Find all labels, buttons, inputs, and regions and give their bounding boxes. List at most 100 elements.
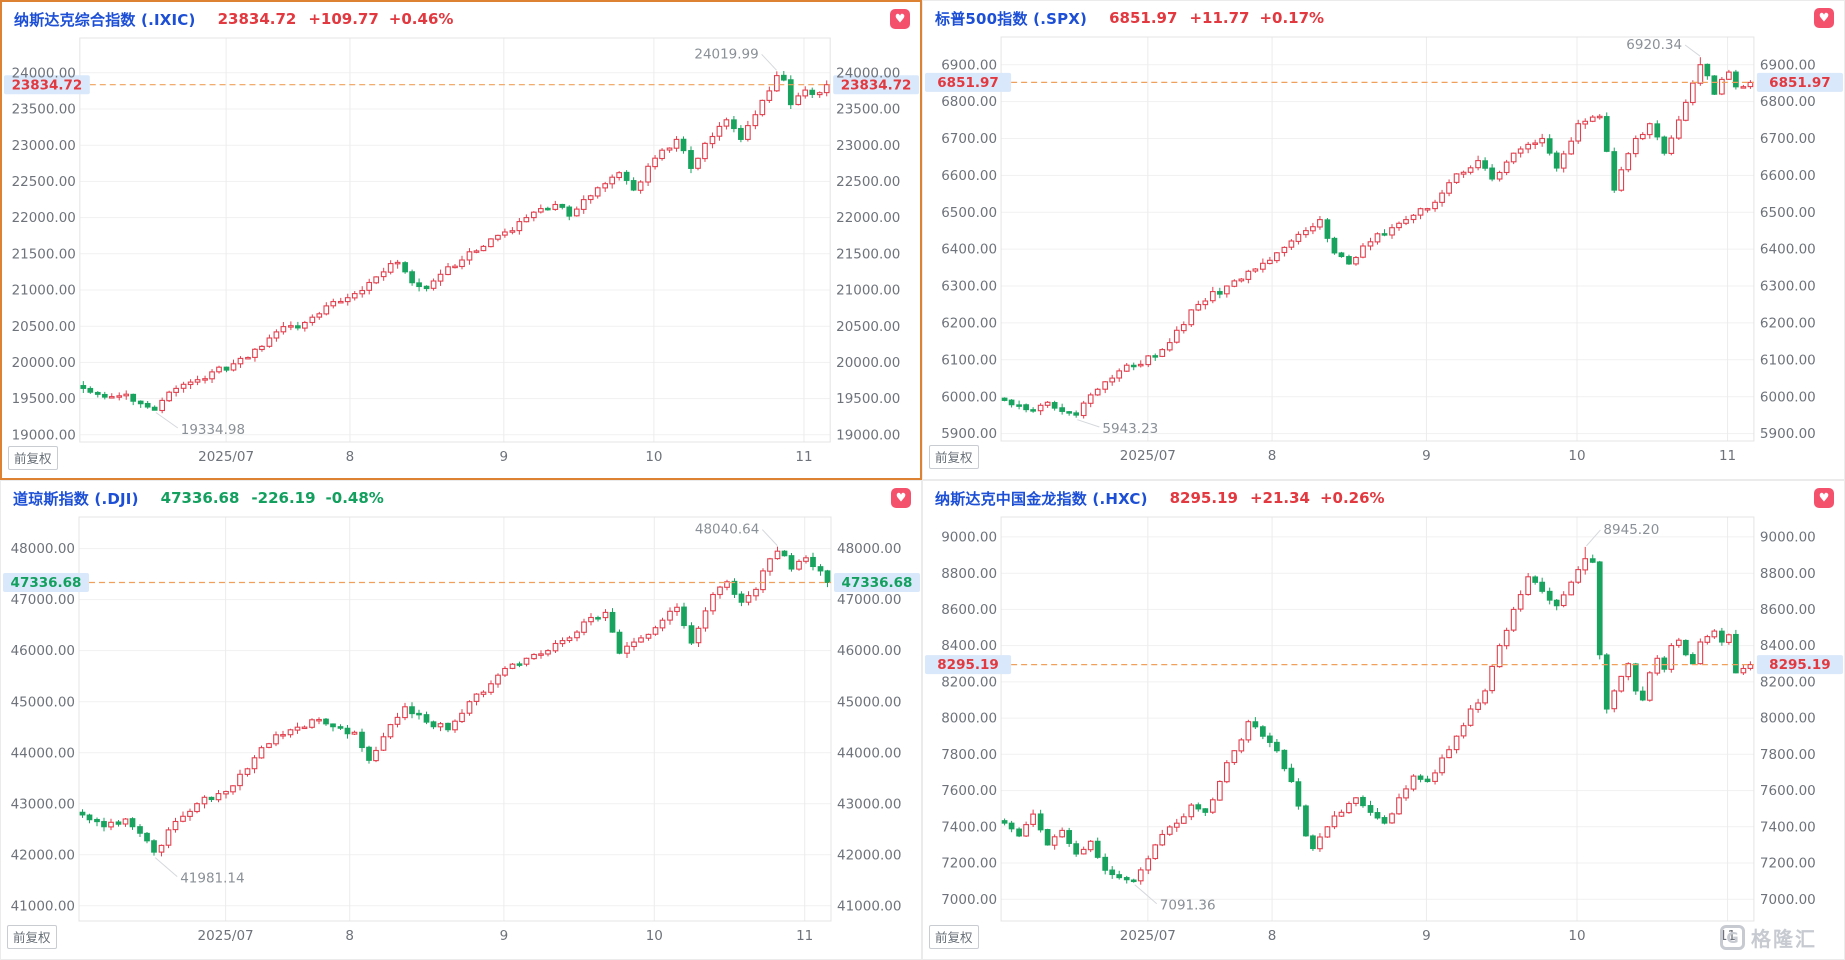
svg-text:8295.19: 8295.19 <box>937 657 999 673</box>
panel-header: 道琼斯指数 (.DJI) 47336.68 -226.19 -0.48% ♥ <box>1 481 921 515</box>
candlestick-chart[interactable]: 6851.97 6851.97 6920.34 5943.23 6900.00 6900.… <box>923 35 1844 479</box>
svg-text:8800.00: 8800.00 <box>1760 566 1816 582</box>
svg-text:21000.00: 21000.00 <box>836 283 900 299</box>
favorite-button[interactable]: ♥ <box>1814 8 1834 28</box>
svg-text:6900.00: 6900.00 <box>1760 57 1816 73</box>
svg-text:8800.00: 8800.00 <box>941 566 997 582</box>
svg-text:8200.00: 8200.00 <box>941 675 997 691</box>
svg-text:6500.00: 6500.00 <box>941 205 997 221</box>
svg-text:5900.00: 5900.00 <box>941 426 997 442</box>
adjust-mode-label[interactable]: 前复权 <box>929 445 979 469</box>
svg-text:21500.00: 21500.00 <box>836 246 900 262</box>
index-panel-ixic: 纳斯达克综合指数 (.IXIC) 23834.72 +109.77 +0.46%… <box>0 0 922 480</box>
svg-text:8400.00: 8400.00 <box>941 638 997 654</box>
svg-text:47336.68: 47336.68 <box>11 575 82 591</box>
svg-text:6800.00: 6800.00 <box>1760 94 1816 110</box>
svg-text:22500.00: 22500.00 <box>12 174 76 190</box>
favorite-button[interactable]: ♥ <box>1814 488 1834 508</box>
svg-text:6600.00: 6600.00 <box>941 168 997 184</box>
svg-text:8: 8 <box>1268 928 1277 944</box>
svg-text:21000.00: 21000.00 <box>12 283 76 299</box>
svg-text:6300.00: 6300.00 <box>1760 279 1816 295</box>
svg-text:22000.00: 22000.00 <box>12 210 76 226</box>
svg-text:11: 11 <box>796 928 813 944</box>
svg-text:8600.00: 8600.00 <box>1760 602 1816 618</box>
svg-text:11: 11 <box>1719 448 1736 464</box>
svg-text:20500.00: 20500.00 <box>836 319 900 335</box>
chart-area: 6851.97 6851.97 6920.34 5943.23 6900.00 6900.… <box>923 35 1844 479</box>
svg-text:19500.00: 19500.00 <box>12 391 76 407</box>
svg-text:19334.98: 19334.98 <box>181 422 245 438</box>
svg-text:9: 9 <box>1422 928 1431 944</box>
index-change: +21.34 <box>1249 489 1310 507</box>
candlestick-chart[interactable]: 8295.19 8295.19 8945.20 7091.36 9000.00 9000.… <box>923 515 1844 959</box>
svg-text:22000.00: 22000.00 <box>836 210 900 226</box>
svg-text:6300.00: 6300.00 <box>941 279 997 295</box>
svg-text:24000.00: 24000.00 <box>12 65 76 81</box>
adjust-mode-label[interactable]: 前复权 <box>929 925 979 949</box>
svg-text:6400.00: 6400.00 <box>941 242 997 258</box>
svg-text:47336.68: 47336.68 <box>842 575 913 591</box>
panel-header: 标普500指数 (.SPX) 6851.97 +11.77 +0.17% ♥ <box>923 1 1844 35</box>
svg-text:8000.00: 8000.00 <box>1760 711 1816 727</box>
svg-text:9000.00: 9000.00 <box>1760 530 1816 546</box>
index-price: 8295.19 <box>1169 489 1238 507</box>
index-change: -226.19 <box>251 489 316 507</box>
index-panel-hxc: 纳斯达克中国金龙指数 (.HXC) 8295.19 +21.34 +0.26% … <box>922 480 1845 960</box>
svg-text:10: 10 <box>1568 928 1585 944</box>
favorite-button[interactable]: ♥ <box>891 488 911 508</box>
svg-text:2025/07: 2025/07 <box>1120 928 1176 944</box>
candlestick-chart[interactable]: 47336.68 47336.68 48040.64 41981.14 48000.00… <box>1 515 921 959</box>
svg-text:7091.36: 7091.36 <box>1160 898 1216 914</box>
svg-text:10: 10 <box>646 928 663 944</box>
candlestick-chart[interactable]: 23834.72 23834.72 24019.99 19334.98 24000.00… <box>2 36 920 480</box>
svg-text:48000.00: 48000.00 <box>11 541 75 557</box>
svg-text:2025/07: 2025/07 <box>198 928 254 944</box>
svg-text:6500.00: 6500.00 <box>1760 205 1816 221</box>
svg-text:21500.00: 21500.00 <box>12 246 76 262</box>
index-title: 道琼斯指数 (.DJI) <box>13 489 139 508</box>
heart-icon: ♥ <box>1818 10 1830 25</box>
index-title: 纳斯达克中国金龙指数 (.HXC) <box>935 489 1148 508</box>
svg-text:23834.72: 23834.72 <box>841 77 912 93</box>
svg-text:8400.00: 8400.00 <box>1760 638 1816 654</box>
favorite-button[interactable]: ♥ <box>890 9 910 29</box>
heart-icon: ♥ <box>1818 490 1830 505</box>
svg-text:6700.00: 6700.00 <box>941 131 997 147</box>
svg-text:7400.00: 7400.00 <box>1760 819 1816 835</box>
svg-text:47000.00: 47000.00 <box>11 592 75 608</box>
svg-text:7400.00: 7400.00 <box>941 819 997 835</box>
svg-text:9: 9 <box>500 928 509 944</box>
index-change-pct: +0.46% <box>388 10 454 28</box>
svg-text:8: 8 <box>1268 448 1277 464</box>
chart-area: 23834.72 23834.72 24019.99 19334.98 24000.00… <box>2 36 920 480</box>
svg-text:5900.00: 5900.00 <box>1760 426 1816 442</box>
svg-text:23834.72: 23834.72 <box>12 77 83 93</box>
svg-text:7000.00: 7000.00 <box>1760 892 1816 908</box>
svg-text:46000.00: 46000.00 <box>11 643 75 659</box>
svg-text:6000.00: 6000.00 <box>941 389 997 405</box>
svg-text:47000.00: 47000.00 <box>837 592 901 608</box>
svg-text:20500.00: 20500.00 <box>12 319 76 335</box>
svg-text:43000.00: 43000.00 <box>837 796 901 812</box>
adjust-mode-label[interactable]: 前复权 <box>7 925 57 949</box>
svg-text:19500.00: 19500.00 <box>836 391 900 407</box>
svg-text:2025/07: 2025/07 <box>198 449 254 465</box>
svg-text:6700.00: 6700.00 <box>1760 131 1816 147</box>
index-title: 纳斯达克综合指数 (.IXIC) <box>14 10 196 29</box>
heart-icon: ♥ <box>894 11 906 26</box>
svg-text:6600.00: 6600.00 <box>1760 168 1816 184</box>
svg-text:42000.00: 42000.00 <box>11 847 75 863</box>
adjust-mode-label[interactable]: 前复权 <box>8 446 58 470</box>
panel-header: 纳斯达克中国金龙指数 (.HXC) 8295.19 +21.34 +0.26% … <box>923 481 1844 515</box>
svg-text:20000.00: 20000.00 <box>12 355 76 371</box>
svg-text:19000.00: 19000.00 <box>12 427 76 443</box>
svg-text:7200.00: 7200.00 <box>941 856 997 872</box>
svg-text:46000.00: 46000.00 <box>837 643 901 659</box>
svg-text:6100.00: 6100.00 <box>941 352 997 368</box>
index-title: 标普500指数 (.SPX) <box>935 9 1088 28</box>
svg-text:7200.00: 7200.00 <box>1760 856 1816 872</box>
svg-text:41000.00: 41000.00 <box>837 898 901 914</box>
svg-text:11: 11 <box>1719 928 1736 944</box>
